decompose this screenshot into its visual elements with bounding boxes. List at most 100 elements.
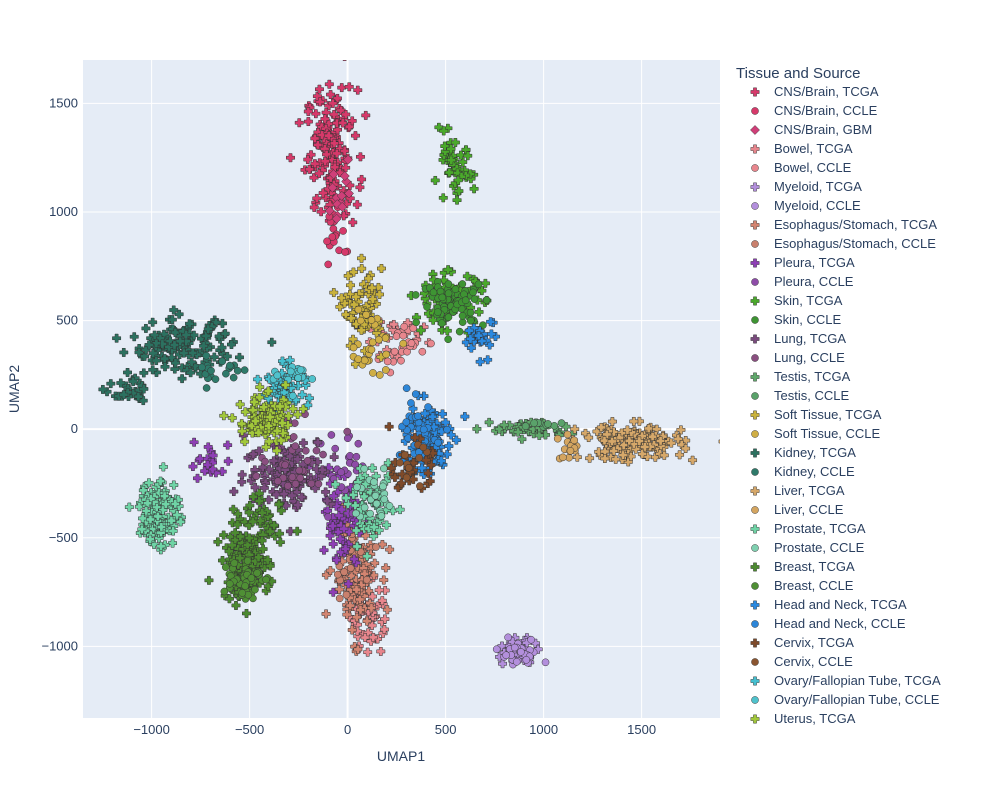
- legend-item[interactable]: Lung, TCGA: [750, 331, 847, 346]
- legend-item[interactable]: Prostate, CCLE: [751, 540, 865, 555]
- data-point: [337, 505, 347, 514]
- legend-item[interactable]: Head and Neck, TCGA: [750, 597, 907, 612]
- data-point: [314, 169, 324, 178]
- data-point: [244, 508, 254, 517]
- data-point: [416, 482, 424, 490]
- data-point: [296, 366, 305, 374]
- data-point: [596, 422, 606, 432]
- data-point: [315, 97, 325, 107]
- data-point: [380, 464, 388, 473]
- data-point: [247, 574, 256, 582]
- data-point: [442, 326, 452, 336]
- data-point: [563, 430, 572, 439]
- data-point: [116, 378, 126, 388]
- legend-item[interactable]: Ovary/Fallopian Tube, TCGA: [750, 673, 941, 688]
- legend-label: Breast, CCLE: [774, 578, 854, 593]
- legend-item[interactable]: CNS/Brain, TCGA: [750, 84, 879, 99]
- data-point: [361, 110, 371, 120]
- legend-item[interactable]: Esophagus/Stomach, TCGA: [750, 217, 938, 232]
- data-point: [264, 421, 274, 431]
- data-point: [138, 485, 148, 495]
- legend-item[interactable]: Ovary/Fallopian Tube, CCLE: [751, 692, 940, 707]
- data-point: [372, 499, 381, 508]
- data-point: [673, 434, 683, 444]
- legend-item[interactable]: Pleura, CCLE: [751, 274, 854, 289]
- legend-item[interactable]: Uterus, TCGA: [750, 711, 856, 726]
- legend-item[interactable]: Lung, CCLE: [751, 350, 845, 365]
- data-point: [343, 579, 353, 589]
- data-point: [202, 351, 211, 360]
- legend-item[interactable]: Breast, CCLE: [751, 578, 854, 593]
- data-point: [318, 188, 328, 198]
- data-point: [367, 603, 376, 613]
- data-point: [466, 316, 475, 325]
- legend-item[interactable]: Bowel, TCGA: [750, 141, 853, 156]
- data-point: [272, 446, 282, 456]
- data-point: [308, 375, 317, 383]
- data-point: [160, 362, 170, 372]
- data-point: [418, 347, 427, 356]
- legend-marker: [750, 258, 760, 268]
- legend-item[interactable]: Cervix, TCGA: [750, 635, 854, 650]
- data-point: [444, 441, 454, 451]
- legend-item[interactable]: Liver, CCLE: [751, 502, 844, 517]
- legend-item[interactable]: Myeloid, CCLE: [751, 198, 861, 213]
- data-point: [141, 323, 151, 333]
- data-point: [352, 542, 362, 551]
- legend-marker: [750, 486, 760, 496]
- legend-item[interactable]: Soft Tissue, CCLE: [751, 426, 881, 441]
- data-point: [466, 334, 475, 344]
- legend-item[interactable]: Soft Tissue, TCGA: [750, 407, 882, 422]
- legend-item[interactable]: Prostate, TCGA: [750, 521, 866, 536]
- legend-item[interactable]: Testis, TCGA: [750, 369, 851, 384]
- data-point: [544, 420, 552, 428]
- data-point: [253, 569, 261, 577]
- data-point: [438, 193, 448, 203]
- data-point: [320, 156, 330, 166]
- legend-item[interactable]: Bowel, CCLE: [751, 160, 852, 175]
- legend-item[interactable]: Head and Neck, CCLE: [751, 616, 906, 631]
- series-breast-ccle: [220, 555, 272, 603]
- legend-item[interactable]: Breast, TCGA: [750, 559, 855, 574]
- data-point: [331, 213, 342, 224]
- data-point: [310, 134, 320, 143]
- data-point: [181, 330, 191, 340]
- x-tick-label: 500: [435, 722, 457, 737]
- legend-item[interactable]: Pleura, TCGA: [750, 255, 855, 270]
- legend-item[interactable]: Liver, TCGA: [750, 483, 845, 498]
- data-point: [458, 318, 467, 326]
- data-point: [277, 418, 287, 428]
- data-point: [367, 463, 377, 473]
- legend-marker: [751, 164, 759, 172]
- legend-item[interactable]: CNS/Brain, GBM: [750, 122, 872, 137]
- legend-item[interactable]: CNS/Brain, CCLE: [751, 103, 878, 118]
- legend-marker: [750, 524, 760, 534]
- data-point: [201, 331, 211, 341]
- data-point: [330, 479, 340, 489]
- legend-label: Bowel, CCLE: [774, 160, 852, 175]
- legend-item[interactable]: Testis, CCLE: [751, 388, 849, 403]
- legend-marker: [750, 87, 760, 97]
- legend-item[interactable]: Skin, TCGA: [750, 293, 843, 308]
- legend-label: Kidney, TCGA: [774, 445, 856, 460]
- legend-item[interactable]: Esophagus/Stomach, CCLE: [751, 236, 936, 251]
- data-point: [146, 515, 155, 524]
- data-point: [408, 404, 418, 414]
- data-points: [98, 60, 720, 669]
- legend-item[interactable]: Kidney, TCGA: [750, 445, 856, 460]
- data-point: [251, 585, 259, 594]
- data-point: [346, 564, 355, 572]
- legend-item[interactable]: Cervix, CCLE: [751, 654, 853, 669]
- data-point: [265, 527, 275, 536]
- data-point: [235, 553, 245, 563]
- legend-item[interactable]: Myeloid, TCGA: [750, 179, 862, 194]
- data-point: [354, 305, 363, 314]
- legend-item[interactable]: Kidney, CCLE: [751, 464, 855, 479]
- x-tick-label: −1000: [133, 722, 170, 737]
- x-axis-title: UMAP1: [377, 748, 425, 764]
- data-point: [474, 331, 484, 341]
- legend-item[interactable]: Skin, CCLE: [751, 312, 842, 327]
- data-point: [258, 544, 268, 554]
- data-point: [274, 477, 282, 485]
- data-point: [319, 450, 327, 459]
